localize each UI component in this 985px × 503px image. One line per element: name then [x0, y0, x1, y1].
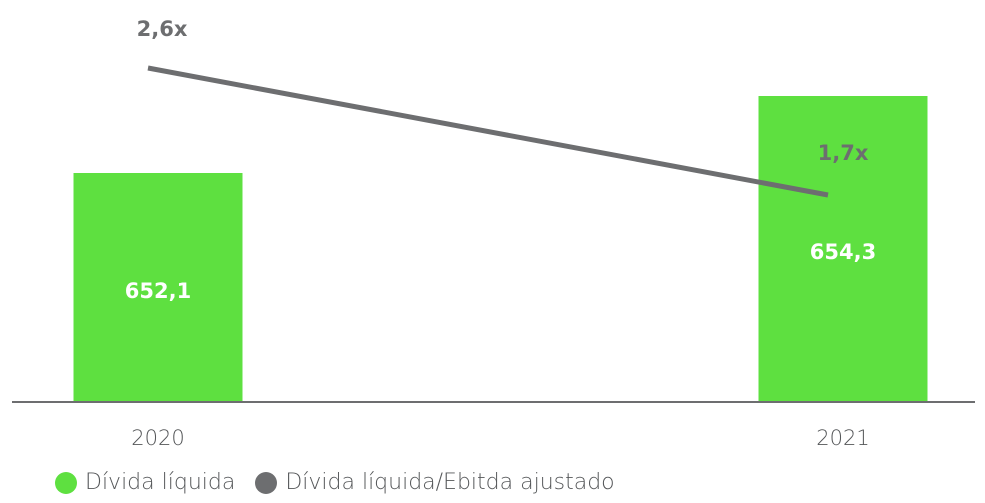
legend-swatch-bar	[55, 472, 77, 494]
x-tick-2020: 2020	[131, 426, 184, 450]
bars-group	[74, 96, 928, 402]
bar-label-2020: 652,1	[125, 279, 191, 303]
legend-swatch-line	[255, 472, 277, 494]
bar-label-2021: 654,3	[810, 240, 876, 264]
line-label-2021: 1,7x	[818, 141, 869, 165]
line-series-group	[148, 68, 828, 195]
legend-label-bar: Dívida líquida	[85, 470, 235, 495]
legend-label-line: Dívida líquida/Ebitda ajustado	[285, 470, 614, 495]
chart-svg: 652,1 654,3 2,6x 1,7x 2020 2021	[0, 0, 985, 470]
legend-item-divida-liquida: Dívida líquida	[55, 470, 235, 495]
x-tick-labels-group: 2020 2021	[131, 426, 869, 450]
legend-item-divida-ebitda: Dívida líquida/Ebitda ajustado	[255, 470, 614, 495]
line-label-2020: 2,6x	[137, 17, 188, 41]
line-ebitda-ratio	[148, 68, 828, 195]
x-tick-2021: 2021	[816, 426, 869, 450]
legend: Dívida líquida Dívida líquida/Ebitda aju…	[55, 470, 635, 495]
